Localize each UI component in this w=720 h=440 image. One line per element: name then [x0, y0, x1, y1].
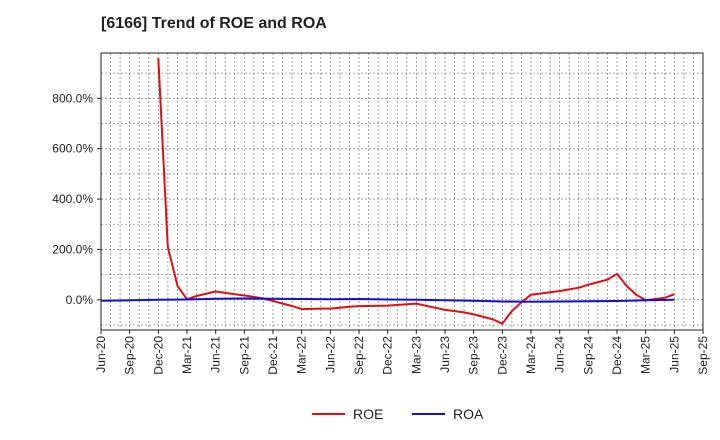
- legend-roa-label: ROA: [453, 406, 484, 422]
- series-lines: [100, 57, 675, 325]
- y-tick-label: 0.0%: [66, 293, 94, 307]
- x-axis-tick-labels: Jun-20 Sep-20 Dec-20 Mar-21 Jun-21 Sep-21 Dec-…: [94, 330, 710, 375]
- x-tick-label: Dec-22: [381, 336, 395, 375]
- x-tick-label: Dec-24: [610, 336, 624, 375]
- y-tick-label: 200.0%: [52, 242, 93, 256]
- x-tick-label: Mar-22: [295, 336, 309, 374]
- x-tick-label: Mar-21: [180, 336, 194, 374]
- x-tick-label: Sep-20: [123, 336, 137, 375]
- x-tick-label: Jun-23: [438, 336, 452, 373]
- grid-lines: [101, 53, 703, 330]
- y-tick-label: 600.0%: [52, 142, 93, 156]
- x-tick-label: Jun-24: [553, 336, 567, 373]
- x-tick-label: Jun-21: [209, 336, 223, 373]
- x-tick-label: Dec-23: [495, 336, 509, 375]
- x-tick-label: Mar-24: [524, 336, 538, 374]
- x-tick-label: Dec-20: [151, 336, 165, 375]
- x-tick-label: Sep-24: [581, 336, 595, 375]
- y-tick-label: 800.0%: [52, 91, 93, 105]
- x-tick-label: Jun-22: [323, 336, 337, 373]
- legend-roe-label: ROE: [353, 406, 383, 422]
- plot-frame: [100, 52, 704, 331]
- y-tick-label: 400.0%: [52, 192, 93, 206]
- legend: ROE ROA: [312, 406, 484, 422]
- x-tick-label: Sep-22: [352, 336, 366, 375]
- series-line-roa: [100, 297, 675, 303]
- x-tick-label: Dec-21: [266, 336, 280, 375]
- chart-title: [6166] Trend of ROE and ROA: [101, 15, 327, 32]
- x-tick-label: Sep-25: [696, 336, 710, 375]
- x-tick-label: Mar-25: [639, 336, 653, 374]
- series-line-roe: [157, 57, 675, 325]
- y-axis-tick-labels: 0.0% 200.0% 400.0% 600.0% 800.0%: [52, 91, 101, 307]
- x-tick-label: Sep-23: [467, 336, 481, 375]
- x-tick-label: Mar-23: [409, 336, 423, 374]
- x-tick-label: Sep-21: [237, 336, 251, 375]
- x-tick-label: Jun-25: [667, 336, 681, 373]
- x-tick-label: Jun-20: [94, 336, 108, 373]
